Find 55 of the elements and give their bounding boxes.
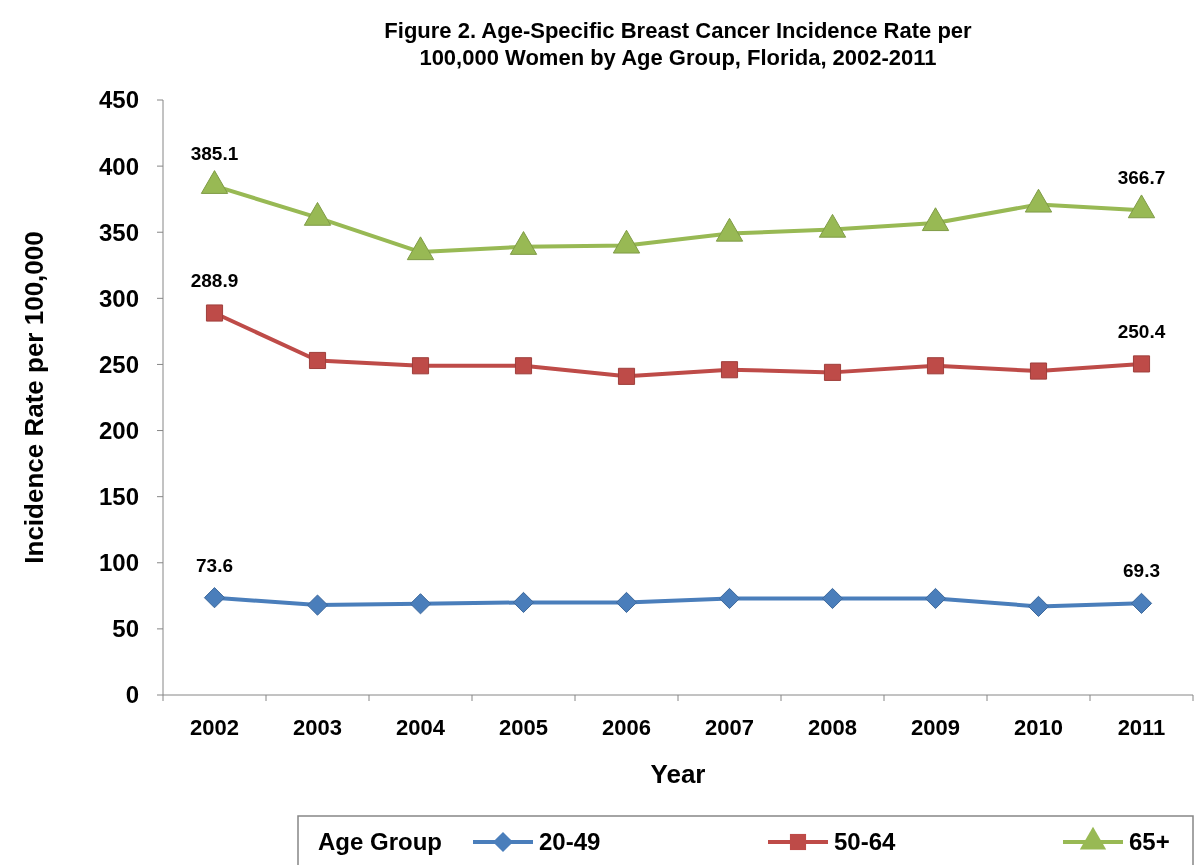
x-tick-label: 2009 — [911, 715, 960, 740]
point — [715, 217, 744, 242]
y-tick-label: 200 — [98, 416, 139, 444]
y-tick-label: 100 — [98, 549, 139, 577]
x-tick-label: 2003 — [293, 715, 342, 740]
x-tick-label: 2002 — [190, 715, 239, 740]
y-axis-title: Incidence Rate per 100,000 — [19, 231, 49, 564]
y-tick-label: 250 — [98, 350, 139, 378]
point — [1024, 188, 1053, 213]
chart-title: Figure 2. Age-Specific Breast Cancer Incidence Rate per 100,000 Women by Age Group, Florida, 2002-2011 — [384, 18, 973, 70]
point — [1130, 592, 1153, 614]
y-tick-label: 300 — [98, 284, 139, 312]
legend-label: 50-64 — [834, 828, 897, 856]
data-label: 288.9 — [190, 270, 239, 292]
x-tick-label: 2010 — [1014, 715, 1063, 740]
point — [1127, 194, 1156, 219]
point — [1027, 595, 1050, 618]
data-label: 69.3 — [1123, 560, 1160, 582]
point — [612, 229, 641, 254]
x-tick-label: 2005 — [499, 715, 548, 740]
y-tick-label: 0 — [125, 681, 139, 709]
legend-title: Age Group — [318, 828, 442, 856]
point — [921, 207, 950, 232]
point — [509, 231, 538, 255]
legend-label: 20-49 — [539, 828, 601, 856]
point — [718, 587, 741, 610]
data-label: 385.1 — [190, 142, 239, 164]
point — [512, 591, 535, 614]
x-tick-label: 2008 — [808, 715, 857, 740]
data-label: 250.4 — [1117, 320, 1166, 342]
point — [818, 213, 847, 238]
y-tick-label: 450 — [98, 86, 139, 114]
y-tick-label: 350 — [98, 218, 139, 246]
point — [406, 236, 435, 261]
x-tick-label: 2011 — [1117, 715, 1166, 740]
point — [303, 201, 332, 226]
point — [924, 587, 947, 610]
x-axis-title: Year — [650, 759, 706, 789]
point — [409, 593, 432, 615]
data-label: 73.6 — [196, 554, 233, 576]
x-tick-label: 2007 — [705, 715, 754, 740]
point — [823, 363, 842, 381]
point — [615, 591, 638, 614]
x-tick-label: 2004 — [396, 715, 446, 740]
y-tick-label: 50 — [112, 615, 139, 643]
y-tick-label: 400 — [98, 152, 139, 180]
point — [306, 594, 329, 616]
point — [821, 587, 844, 610]
x-tick-label: 2006 — [602, 715, 651, 740]
point — [203, 587, 226, 609]
data-label: 366.7 — [1117, 167, 1166, 189]
legend-label: 65+ — [1129, 828, 1170, 856]
y-tick-label: 150 — [98, 483, 139, 511]
point — [617, 367, 636, 385]
point — [200, 170, 229, 194]
